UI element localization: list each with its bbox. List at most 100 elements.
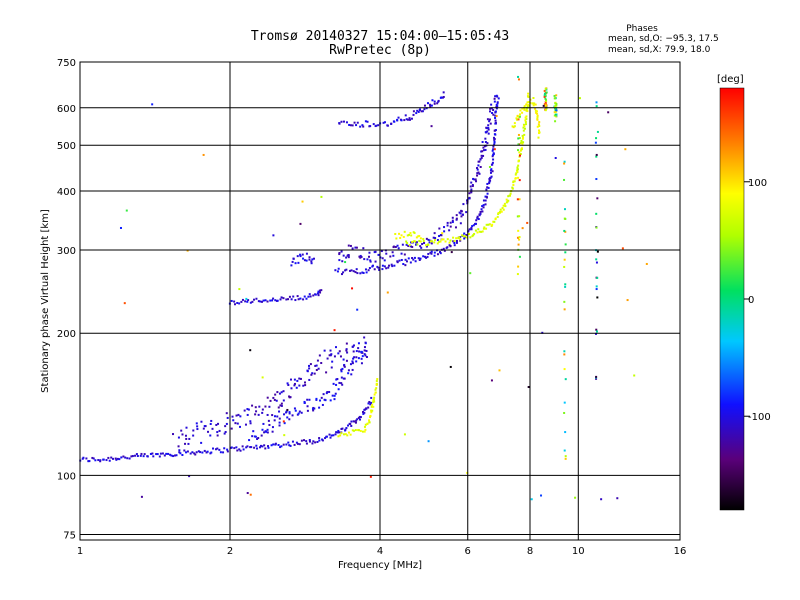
echo-point [544,94,547,97]
echo-point [266,431,269,434]
echo-point [298,410,301,413]
echo-point [305,252,308,255]
echo-point [427,252,430,255]
echo-point [188,475,191,478]
echo-point [329,349,332,352]
echo-point [441,232,444,235]
echo-point [596,130,599,133]
echo-point [479,158,482,161]
echo-point [280,402,283,405]
echo-point [278,424,281,427]
echo-point [368,251,371,254]
echo-point [328,433,331,436]
echo-point [236,301,239,304]
echo-point [156,453,159,456]
echo-point [330,353,333,356]
echo-point [247,299,250,302]
echo-point [517,176,520,179]
echo-point [114,457,117,460]
echo-point [167,452,170,455]
echo-point [446,238,449,241]
echo-point [517,118,520,121]
echo-point [544,97,547,100]
echo-point [245,297,248,300]
echo-point [377,266,380,269]
echo-point [595,261,598,264]
echo-point [484,137,487,140]
echo-point [555,104,558,107]
echo-point [411,240,414,243]
echo-point [233,447,236,450]
echo-point [477,218,480,221]
echo-point [364,428,367,431]
echo-point [238,302,241,305]
echo-point [564,283,567,286]
echo-point [390,122,393,125]
echo-point [311,258,314,261]
echo-point [342,271,345,274]
echo-point [397,247,400,250]
echo-point [187,442,190,445]
echo-point [437,99,440,102]
echo-point [300,439,303,442]
echo-point [425,244,428,247]
echo-point [595,155,598,158]
echo-point [502,208,505,211]
echo-point [595,258,598,261]
echo-point [215,423,218,426]
echo-point [222,451,225,454]
echo-point [299,297,302,300]
echo-point [126,457,129,460]
echo-point [313,407,316,410]
echo-point [380,250,383,253]
echo-point [480,230,483,233]
echo-point [337,267,340,270]
echo-point [283,413,286,416]
echo-point [278,417,281,420]
echo-point [356,272,359,275]
echo-point [376,378,379,381]
echo-point [249,422,252,425]
echo-point [426,255,429,258]
echo-point [433,241,436,244]
echo-point [343,377,346,380]
echo-point [278,421,281,424]
echo-point [491,223,494,226]
echo-point [418,239,421,242]
echo-point [272,396,275,399]
echo-point [316,359,319,362]
echo-point [253,435,256,438]
echo-point [493,138,496,141]
echo-point [430,240,433,243]
echo-point [492,148,495,151]
echo-point [277,406,280,409]
echo-point [493,129,496,132]
echo-point [454,226,457,229]
echo-point [455,217,458,220]
echo-point [563,160,566,163]
echo-point [564,251,567,254]
echo-point [537,129,540,132]
echo-point [356,308,359,311]
echo-point [296,413,299,416]
echo-point [308,293,311,296]
echo-point [256,447,259,450]
echo-point [496,215,499,218]
echo-point [495,107,498,110]
echo-point [419,240,422,243]
echo-point [233,303,236,306]
echo-point [345,359,348,362]
echo-point [408,118,411,121]
echo-point [347,369,350,372]
echo-point [494,116,497,119]
echo-point [540,494,543,497]
echo-point [401,243,404,246]
echo-point [511,125,514,128]
echo-point [526,101,529,104]
echo-point [345,256,348,259]
echo-point [545,100,548,103]
echo-point [391,251,394,254]
echo-point [521,134,524,137]
echo-point [504,205,507,208]
echo-point [430,242,433,245]
